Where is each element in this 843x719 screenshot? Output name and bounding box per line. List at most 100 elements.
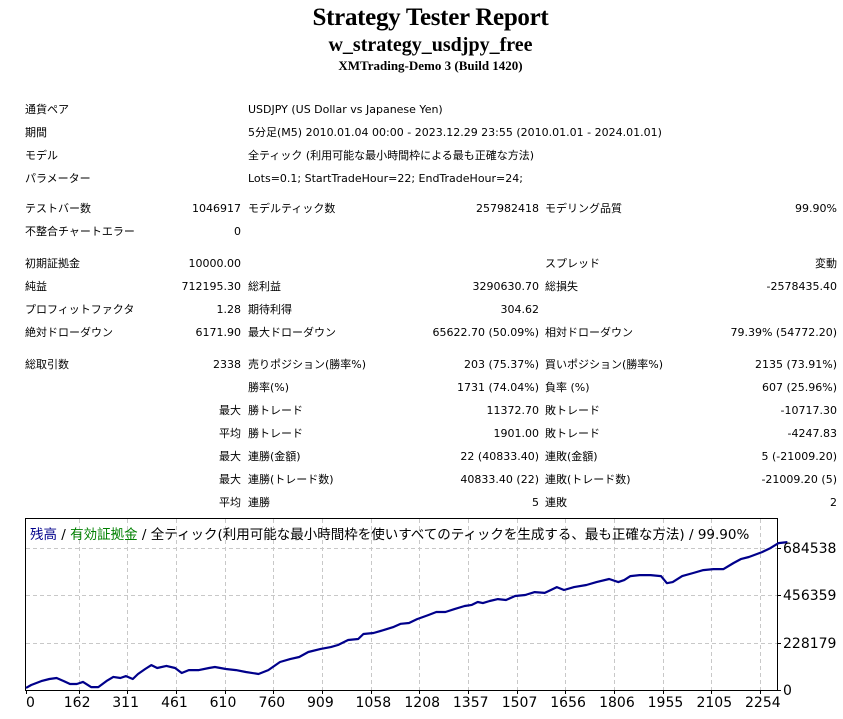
- x-tick-label: 2254: [745, 695, 781, 711]
- x-tick-label: 1656: [550, 695, 586, 711]
- gross-profit-value: 3290630.70: [472, 280, 539, 293]
- max-cons-wins-count-value: 40833.40 (22): [460, 473, 539, 486]
- bars-label: テストバー数: [25, 202, 91, 215]
- avg-cons-losses-value: 2: [830, 496, 837, 509]
- balance-line: [25, 541, 788, 689]
- period-label: 期間: [25, 126, 47, 139]
- max-cons-losses-money-label: 連敗(金額): [545, 450, 598, 463]
- chart-frame: [25, 518, 778, 691]
- profit-factor-value: 1.28: [216, 303, 242, 316]
- average-win-value: 1901.00: [493, 427, 540, 440]
- profit-factor-label: プロフィットファクタ: [25, 303, 135, 316]
- net-profit-value: 712195.30: [181, 280, 242, 293]
- avg-cons-wins-label: 連勝: [248, 496, 270, 509]
- largest-loss-label: 敗トレード: [545, 404, 600, 417]
- average-loss-label: 敗トレード: [545, 427, 600, 440]
- average-win-label: 勝トレード: [248, 427, 303, 440]
- x-tick-label: 1058: [355, 695, 392, 711]
- model-label: モデル: [25, 149, 58, 162]
- total-trades-value: 2338: [213, 358, 241, 371]
- x-tick-label: 162: [63, 695, 91, 711]
- deposit-label: 初期証拠金: [25, 257, 80, 270]
- loss-rate-value: 607 (25.96%): [761, 381, 837, 394]
- expected-payoff-label: 期待利得: [248, 303, 292, 316]
- win-rate-label: 勝率(%): [248, 381, 290, 394]
- gross-loss-value: -2578435.40: [766, 280, 837, 293]
- abs-drawdown-value: 6171.90: [195, 326, 242, 339]
- symbol-label: 通貨ペア: [25, 103, 69, 116]
- chart-legend: 残高 / 有効証拠金 / 全ティック(利用可能な最小時間枠を使いすべてのティック…: [30, 523, 749, 543]
- max-prefix-count: 最大: [219, 473, 241, 486]
- axis-ticks: [26, 548, 781, 694]
- ea-name: w_strategy_usdjpy_free: [328, 34, 533, 56]
- win-rate-value: 1731 (74.04%): [456, 381, 539, 394]
- gross-loss-label: 総損失: [545, 280, 578, 293]
- x-tick-label: 1208: [404, 695, 441, 711]
- x-tick-label: 1806: [599, 695, 635, 711]
- y-tick-label: 228179: [783, 636, 837, 652]
- modeling-label: モデリング品質: [545, 202, 622, 215]
- symbol-value: USDJPY (US Dollar vs Japanese Yen): [248, 103, 443, 116]
- largest-win-label: 勝トレード: [248, 404, 303, 417]
- ticks-label: モデルティック数: [248, 202, 336, 215]
- x-tick-label: 0: [26, 695, 35, 711]
- max-prefix-money: 最大: [219, 450, 241, 463]
- max-cons-wins-count-label: 連勝(トレード数): [248, 473, 334, 486]
- chart-grid: [26, 519, 777, 690]
- avg-cons-losses-label: 連敗: [545, 496, 567, 509]
- x-tick-label: 461: [161, 695, 188, 711]
- largest-win-value: 11372.70: [486, 404, 540, 417]
- y-tick-label: 456359: [783, 588, 837, 604]
- max-cons-losses-count-value: -21009.20 (5): [761, 473, 837, 486]
- model-value: 全ティック (利用可能な最小時間枠による最も正確な方法): [248, 149, 535, 162]
- y-tick-label: 684538: [783, 541, 837, 557]
- total-trades-label: 総取引数: [25, 358, 69, 371]
- params-value: Lots=0.1; StartTradeHour=22; EndTradeHou…: [248, 172, 523, 185]
- rel-drawdown-label: 相対ドローダウン: [545, 326, 633, 339]
- params-label: パラメーター: [25, 172, 91, 185]
- legend-equity: 有効証拠金: [70, 527, 138, 543]
- x-tick-label: 1955: [647, 695, 684, 711]
- spread-label: スプレッド: [545, 257, 600, 270]
- modeling-value: 99.90%: [795, 202, 837, 215]
- avg-cons-wins-value: 5: [532, 496, 539, 509]
- rel-drawdown-value: 79.39% (54772.20): [730, 326, 837, 339]
- bars-value: 1046917: [192, 202, 241, 215]
- y-tick-label: 0: [783, 683, 792, 699]
- max-cons-losses-count-label: 連敗(トレード数): [545, 473, 631, 486]
- server-build: XMTrading-Demo 3 (Build 1420): [338, 58, 523, 73]
- x-tick-label: 1507: [501, 695, 538, 711]
- max-drawdown-label: 最大ドローダウン: [248, 326, 336, 339]
- legend-separator: /: [57, 527, 71, 543]
- mismatch-value: 0: [234, 225, 241, 238]
- ticks-value: 257982418: [476, 202, 539, 215]
- short-positions-label: 売りポジション(勝率%): [248, 358, 367, 371]
- gross-profit-label: 総利益: [248, 280, 281, 293]
- x-tick-label: 2105: [696, 695, 733, 711]
- x-tick-label: 1357: [452, 695, 489, 711]
- max-cons-wins-money-label: 連勝(金額): [248, 450, 301, 463]
- x-tick-label: 760: [258, 695, 286, 711]
- max-cons-losses-money-value: 5 (-21009.20): [761, 450, 837, 463]
- max-cons-wins-money-value: 22 (40833.40): [460, 450, 539, 463]
- max-drawdown-value: 65622.70 (50.09%): [432, 326, 539, 339]
- x-tick-label: 610: [209, 695, 237, 711]
- report-title: Strategy Tester Report: [312, 4, 549, 31]
- spread-value: 変動: [815, 257, 837, 270]
- long-positions-value: 2135 (73.91%): [754, 358, 837, 371]
- x-tick-label: 311: [112, 695, 139, 711]
- largest-loss-value: -10717.30: [780, 404, 837, 417]
- short-positions-value: 203 (75.37%): [463, 358, 539, 371]
- net-profit-label: 純益: [25, 280, 47, 293]
- largest-prefix: 最大: [219, 404, 241, 417]
- legend-balance: 残高: [30, 527, 57, 543]
- expected-payoff-value: 304.62: [500, 303, 540, 316]
- deposit-value: 10000.00: [188, 257, 242, 270]
- average-prefix: 平均: [219, 427, 241, 440]
- loss-rate-label: 負率 (%): [545, 381, 590, 394]
- average-loss-value: -4247.83: [787, 427, 837, 440]
- x-tick-label: 909: [307, 695, 334, 711]
- legend-description: / 全ティック(利用可能な最小時間枠を使いすべてのティックを生成する、最も正確な…: [137, 527, 750, 543]
- period-value: 5分足(M5) 2010.01.04 00:00 - 2023.12.29 23…: [248, 126, 662, 139]
